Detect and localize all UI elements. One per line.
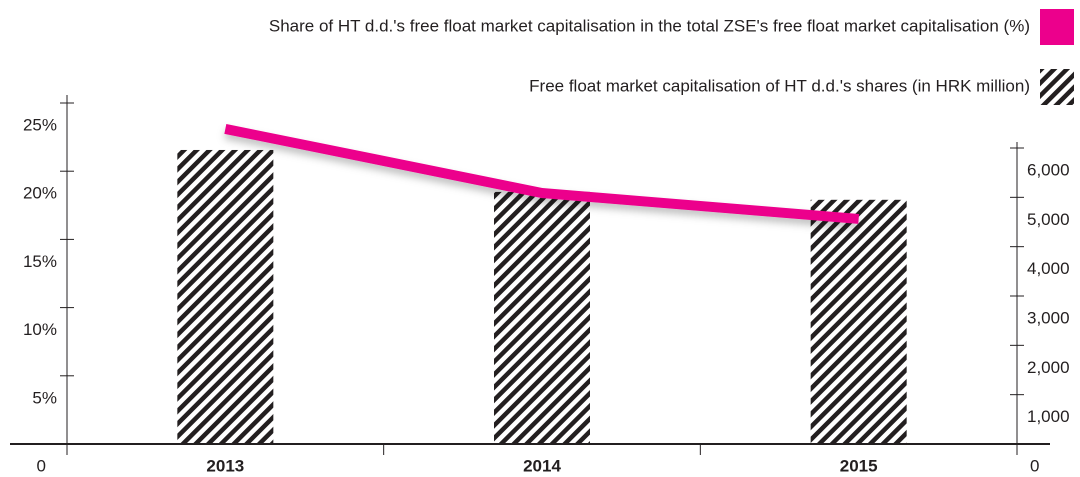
bar — [494, 191, 590, 444]
legend-swatch — [1040, 9, 1074, 45]
line — [224, 124, 860, 224]
y2-tick-label: 0 — [1030, 456, 1039, 475]
y2-tick-label: 6,000 — [1027, 160, 1070, 179]
y-tick-label: 25% — [23, 115, 57, 134]
x-tick-label: 2013 — [206, 456, 244, 475]
y2-tick-label: 1,000 — [1027, 407, 1070, 426]
y-tick-label: 10% — [23, 320, 57, 339]
y-tick-label: 20% — [23, 184, 57, 203]
y-tick-label: 5% — [32, 388, 57, 407]
legend-swatch — [1040, 69, 1074, 105]
bar — [810, 199, 907, 444]
x-tick-label: 2015 — [840, 456, 878, 475]
y-tick-label: 15% — [23, 252, 57, 271]
y-tick-label: 0 — [37, 456, 46, 475]
y2-tick-label: 4,000 — [1027, 259, 1070, 278]
x-tick-label: 2014 — [523, 456, 561, 475]
y2-tick-label: 5,000 — [1027, 210, 1070, 229]
legend-label: Free float market capitalisation of HT d… — [529, 76, 1030, 95]
y2-tick-label: 2,000 — [1027, 358, 1070, 377]
bar — [177, 149, 274, 444]
y2-tick-label: 3,000 — [1027, 308, 1070, 327]
legend-label: Share of HT d.d.'s free float market cap… — [269, 16, 1030, 35]
